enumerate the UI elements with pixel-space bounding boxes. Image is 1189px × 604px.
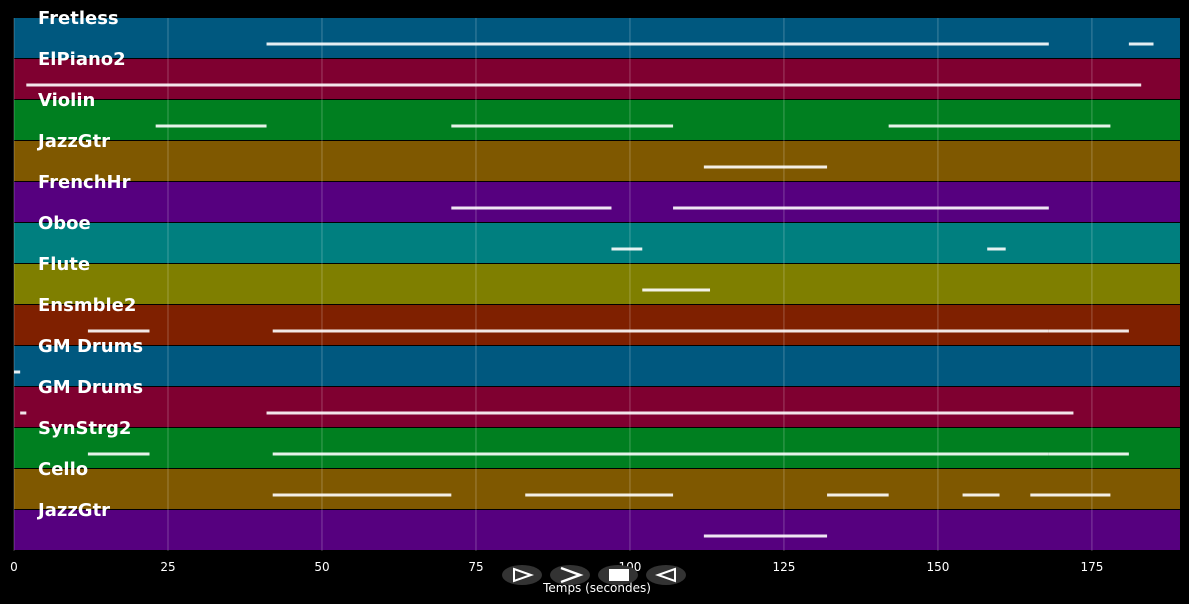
note-segment (673, 206, 1049, 210)
note-segment (525, 493, 674, 497)
x-tick-label: 25 (160, 560, 175, 574)
play-icon (513, 567, 535, 583)
track-band (14, 100, 1180, 140)
note-segment (1128, 42, 1154, 46)
note-segment (272, 452, 1049, 456)
track-label: FrenchHr (38, 172, 131, 193)
track-label: GM Drums (38, 336, 143, 357)
track-label: Ensmble2 (38, 295, 136, 316)
x-tick-label: 75 (468, 560, 483, 574)
x-tick-label: 0 (10, 560, 18, 574)
note-segment (611, 247, 643, 251)
track-label: GM Drums (38, 377, 143, 398)
stop-icon (609, 569, 629, 581)
note-segment (1048, 452, 1129, 456)
note-segment (266, 42, 1049, 46)
track-band (14, 59, 1180, 99)
track-label: Violin (38, 90, 95, 111)
back-icon (654, 567, 676, 583)
note-segment (703, 165, 828, 169)
note-segment (451, 206, 612, 210)
track-label: ElPiano2 (38, 49, 126, 70)
track-band (14, 182, 1180, 222)
track-label: SynStrg2 (38, 418, 131, 439)
note-segment (987, 247, 1006, 251)
track-band (14, 387, 1180, 427)
note-segment (87, 329, 150, 333)
track-band (14, 346, 1180, 386)
note-segment (1030, 493, 1111, 497)
track-label: JazzGtr (36, 500, 110, 521)
note-segment (272, 493, 452, 497)
note-segment (888, 124, 1111, 128)
note-segment (451, 124, 674, 128)
x-tick-label: 175 (1080, 560, 1103, 574)
note-segment (26, 83, 1142, 87)
note-segment (20, 411, 27, 415)
track-band (14, 264, 1180, 304)
note-segment (962, 493, 1000, 497)
play-button[interactable] (502, 565, 542, 585)
note-segment (703, 534, 828, 538)
note-segment (642, 288, 711, 292)
forward-button[interactable] (550, 565, 590, 585)
note-segment (1048, 329, 1129, 333)
track-band (14, 18, 1180, 58)
track-label: Oboe (38, 213, 91, 234)
x-tick-label: 50 (314, 560, 329, 574)
playback-controls (502, 565, 686, 585)
forward-icon (560, 566, 584, 584)
track-band (14, 510, 1180, 550)
note-segment (272, 329, 1049, 333)
note-segment (155, 124, 267, 128)
track-band (14, 305, 1180, 345)
track-band (14, 428, 1180, 468)
note-segment (87, 452, 150, 456)
note-segment (14, 370, 21, 374)
track-band (14, 469, 1180, 509)
track-label: JazzGtr (36, 131, 110, 152)
track-band (14, 223, 1180, 263)
x-tick-label: 150 (926, 560, 949, 574)
track-label: Cello (38, 459, 88, 480)
x-tick-label: 125 (772, 560, 795, 574)
track-label: Fretless (38, 8, 119, 29)
track-band (14, 141, 1180, 181)
note-segment (266, 411, 1074, 415)
track-label: Flute (38, 254, 90, 275)
tracks: 0255075100125150175FretlessElPiano2Violi… (10, 8, 1180, 574)
back-button[interactable] (646, 565, 686, 585)
note-segment (827, 493, 889, 497)
